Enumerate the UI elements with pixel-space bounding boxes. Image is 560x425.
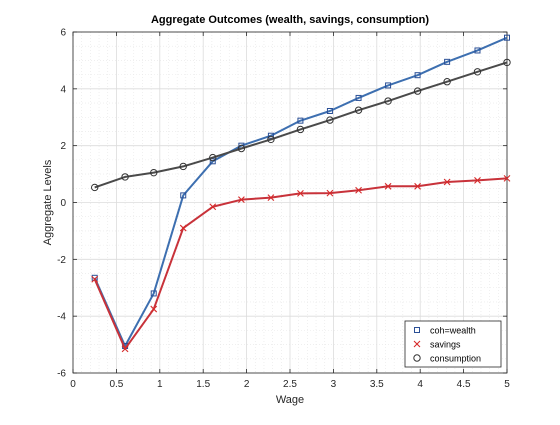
data-point-consumption [121, 173, 129, 181]
data-point-savings [238, 196, 245, 204]
data-point-consumption [473, 68, 482, 76]
data-point-coh-wealth [267, 132, 274, 139]
legend-marker-savings-stroke-b [413, 340, 421, 348]
data-point-coh-wealth [326, 107, 333, 114]
legend-marker-consumption [413, 354, 421, 362]
tick-marks [72, 31, 508, 374]
data-point-coh-wealth [297, 117, 304, 124]
data-point-savings [150, 305, 158, 313]
data-point-savings-stroke-b [209, 203, 217, 211]
data-point-savings [384, 182, 392, 190]
data-point-savings-stroke-b [297, 190, 304, 197]
x-tick-label: 5 [504, 379, 510, 390]
y-tick-label: -2 [57, 255, 66, 266]
data-point-consumption [237, 144, 246, 153]
data-point-savings [297, 190, 304, 197]
data-point-savings-stroke-b [179, 224, 187, 232]
data-point-consumption [296, 125, 305, 134]
data-point-savings [121, 345, 129, 353]
x-axis-label: Wage [276, 394, 304, 406]
y-axis-label: Aggregate Levels [42, 159, 54, 245]
data-point-consumption [354, 106, 363, 114]
data-point-savings-stroke-b [443, 178, 451, 186]
legend-label-consumption: consumption [430, 354, 481, 364]
data-point-coh-wealth [385, 82, 392, 89]
data-point-coh-wealth [474, 47, 481, 54]
data-point-coh-wealth [444, 58, 451, 65]
chart-title: Aggregate Outcomes (wealth, savings, con… [151, 14, 429, 26]
data-point-savings [209, 203, 217, 211]
data-point-savings-stroke-b [326, 189, 334, 197]
x-tick-label: 1 [157, 379, 163, 390]
data-point-consumption [179, 162, 187, 171]
data-point-coh-wealth [355, 94, 362, 101]
data-point-savings [179, 224, 187, 232]
data-point-savings-stroke-b [355, 186, 362, 194]
data-point-coh-wealth [414, 72, 421, 79]
data-point-consumption [503, 58, 511, 67]
data-point-consumption [413, 87, 422, 95]
data-point-savings-stroke-b [91, 275, 99, 283]
legend: coh=wealth savings consumption [404, 320, 502, 368]
series-savings [91, 174, 511, 353]
y-tick-label: 2 [60, 141, 66, 152]
series-line-coh-wealth [93, 36, 508, 347]
data-point-coh-wealth [180, 192, 187, 199]
x-tick-label: 0 [70, 379, 76, 390]
series-consumption [91, 58, 511, 192]
data-point-savings [326, 189, 334, 197]
data-point-coh-wealth [504, 34, 510, 41]
x-tick-label: 4 [417, 379, 423, 390]
data-point-savings-stroke-b [384, 182, 392, 190]
data-point-consumption [91, 183, 99, 192]
data-point-savings-stroke-b [503, 174, 511, 182]
x-tick-label: 2 [244, 379, 250, 390]
data-point-savings [503, 174, 511, 182]
data-point-savings-stroke-b [267, 194, 275, 202]
y-tick-label: 6 [60, 28, 66, 39]
data-point-consumption [209, 153, 217, 162]
data-point-savings [474, 176, 481, 184]
legend-box [404, 320, 502, 368]
x-tick-label: 2.5 [283, 379, 297, 390]
legend-label-coh-wealth: coh=wealth [430, 326, 476, 336]
data-point-savings [355, 186, 362, 194]
data-point-savings [443, 178, 451, 186]
x-tick-label: 4.5 [457, 379, 471, 390]
y-tick-label: -6 [57, 369, 66, 380]
data-point-coh-wealth [209, 158, 216, 165]
x-tick-label: 3.5 [370, 379, 384, 390]
data-point-savings-stroke-b [238, 196, 245, 204]
data-point-consumption [150, 168, 158, 177]
legend-marker-savings [413, 340, 421, 348]
legend-marker-coh-wealth [414, 327, 420, 333]
x-tick-label: 0.5 [109, 379, 123, 390]
series-line-consumption [94, 61, 508, 189]
data-point-consumption [267, 135, 275, 144]
data-point-savings [267, 194, 275, 202]
legend-item-coh-wealth: coh=wealth [414, 326, 476, 336]
x-tick-label: 3 [331, 379, 337, 390]
y-tick-label: 0 [60, 198, 66, 209]
data-point-savings-stroke-b [121, 345, 129, 353]
data-point-savings-stroke-b [150, 305, 158, 313]
y-tick-label: 4 [60, 84, 66, 95]
data-point-coh-wealth [150, 290, 157, 297]
legend-label-savings: savings [430, 340, 461, 350]
data-point-savings-stroke-b [414, 182, 421, 190]
x-tick-label: 1.5 [196, 379, 210, 390]
legend-item-savings: savings [413, 340, 461, 350]
data-point-consumption [384, 97, 392, 105]
data-point-savings [91, 275, 99, 283]
data-point-consumption [443, 78, 451, 86]
data-point-savings-stroke-b [474, 176, 481, 184]
legend-item-consumption: consumption [413, 354, 481, 364]
data-point-consumption [326, 116, 334, 124]
data-point-savings [414, 182, 421, 190]
y-tick-label: -4 [57, 312, 66, 323]
